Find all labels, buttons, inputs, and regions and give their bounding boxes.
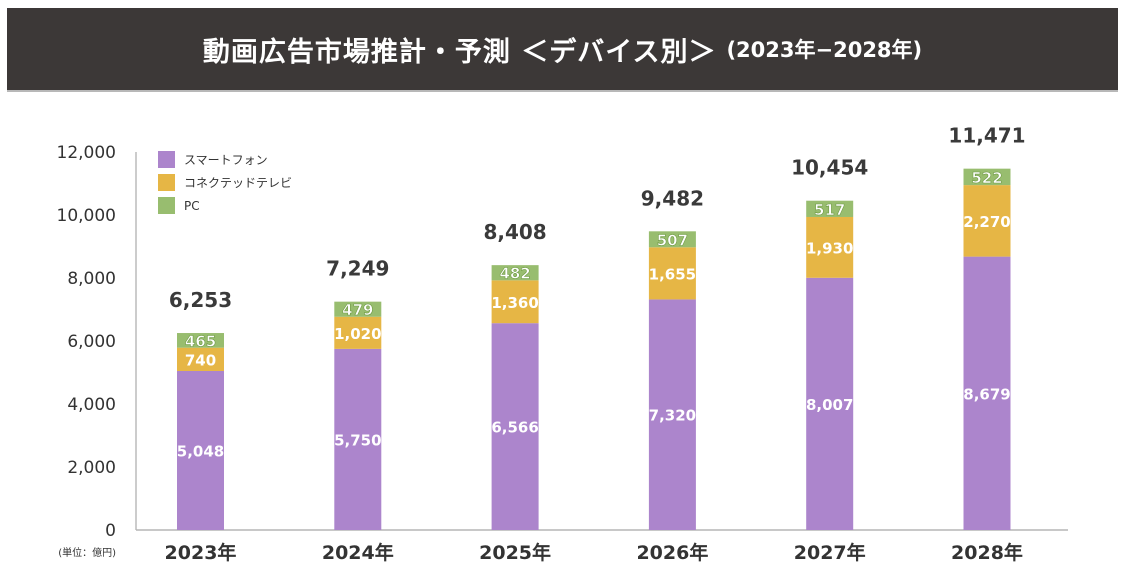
data-label: 522 <box>971 169 1002 187</box>
total-label: 11,471 <box>948 124 1025 148</box>
bar-segment-smartphone <box>334 348 382 530</box>
legend-label: PC <box>184 199 200 213</box>
data-label: 2,270 <box>963 213 1010 231</box>
chart-title: 動画広告市場推計・予測 ＜デバイス別＞ <box>202 36 717 68</box>
bar-segment-pc <box>491 265 539 281</box>
x-tick-label: 2026年 <box>636 541 708 564</box>
data-label: 5,750 <box>334 431 381 449</box>
bar-segment-connected-tv <box>963 185 1011 257</box>
bar-segment-smartphone <box>648 299 696 530</box>
unit-label: (単位：億円) <box>58 546 116 559</box>
y-tick-label: 8,000 <box>67 269 116 289</box>
axes: 0 2,000 4,000 6,000 8,000 10,000 12,000 (単位：億円) <box>57 143 1068 559</box>
title-banner: 動画広告市場推計・予測 ＜デバイス別＞ (2023年−2028年) <box>7 8 1118 92</box>
data-label: 1,020 <box>334 325 381 343</box>
data-label: 479 <box>342 301 373 319</box>
legend-swatch <box>158 151 175 168</box>
data-label: 482 <box>499 265 530 283</box>
x-tick-label: 2028年 <box>951 541 1023 564</box>
data-label: 1,360 <box>491 294 538 312</box>
data-label: 5,048 <box>177 442 224 460</box>
data-label: 1,930 <box>806 239 853 257</box>
data-label: 7,320 <box>649 407 696 425</box>
bar-segment-connected-tv <box>491 280 539 324</box>
data-label: 1,655 <box>649 265 696 283</box>
bar-segment-connected-tv <box>806 216 854 278</box>
total-label: 9,482 <box>641 186 704 210</box>
total-label: 7,249 <box>326 257 389 281</box>
bar-segment-pc <box>334 301 382 317</box>
y-tick-label: 12,000 <box>57 143 116 163</box>
bar-segment-smartphone <box>491 323 539 530</box>
bar-segment-smartphone <box>963 256 1011 530</box>
y-tick-label: 4,000 <box>67 395 116 415</box>
bar-segment-pc <box>177 333 224 348</box>
x-tick-label: 2024年 <box>322 541 394 564</box>
bar-segment-connected-tv <box>334 316 382 349</box>
bar-segment-smartphone <box>806 277 854 530</box>
data-label: 6,566 <box>491 419 538 437</box>
x-tick-label: 2027年 <box>794 541 866 564</box>
data-label: 465 <box>185 332 216 350</box>
chart-subtitle: (2023年−2028年) <box>726 38 923 62</box>
x-tick-label: 2025年 <box>479 541 551 564</box>
bar-segment-connected-tv <box>177 347 224 371</box>
data-label: 8,007 <box>806 396 853 414</box>
y-tick-label: 6,000 <box>67 332 116 352</box>
data-label: 507 <box>657 231 688 249</box>
legend-label: コネクテッドテレビ <box>184 176 292 190</box>
bar-segment-smartphone <box>177 370 224 530</box>
total-label: 6,253 <box>169 288 232 312</box>
y-tick-label: 0 <box>105 521 116 541</box>
bar-segment-pc <box>806 200 854 217</box>
data-label: 740 <box>185 351 216 369</box>
legend-swatch <box>158 174 175 191</box>
bar-segment-pc <box>963 168 1011 186</box>
x-tick-label: 2023年 <box>165 541 237 564</box>
bar-segment-connected-tv <box>648 247 696 300</box>
data-label: 517 <box>814 201 845 219</box>
total-label: 10,454 <box>791 156 868 180</box>
bar-segment-pc <box>648 231 696 248</box>
legend-swatch <box>158 197 175 214</box>
total-label: 8,408 <box>483 220 546 244</box>
y-tick-label: 2,000 <box>67 458 116 478</box>
y-tick-label: 10,000 <box>57 206 116 226</box>
legend-label: スマートフォン <box>184 153 268 167</box>
data-label: 8,679 <box>963 385 1010 403</box>
